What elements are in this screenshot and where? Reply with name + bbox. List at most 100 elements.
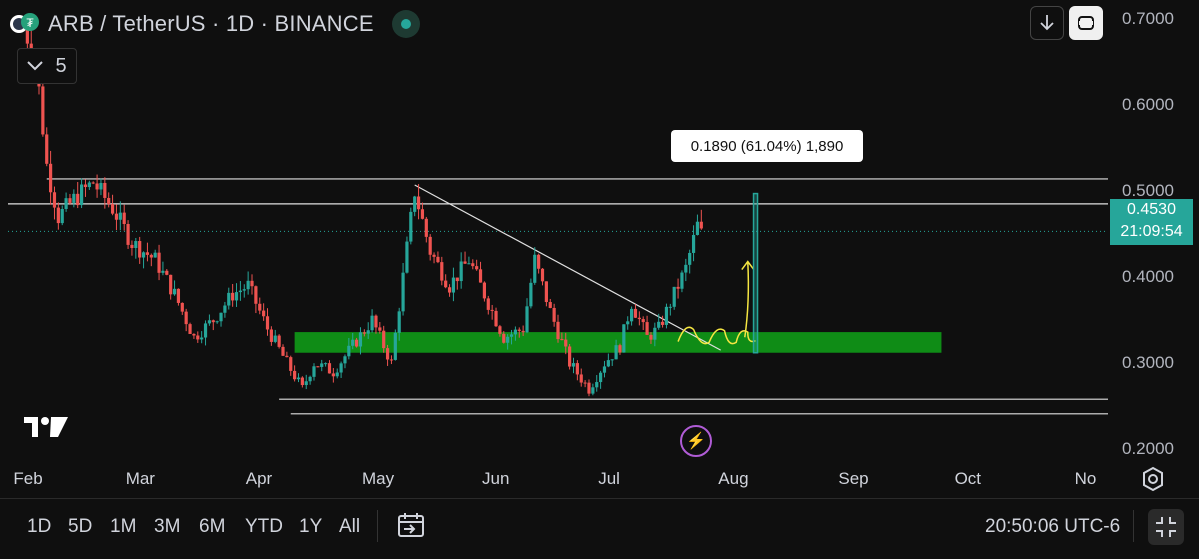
candle-body <box>192 333 196 336</box>
candle-body <box>583 382 587 384</box>
range-button[interactable]: 3M <box>154 516 181 537</box>
candle-body <box>447 287 452 293</box>
range-button[interactable]: 1Y <box>299 516 323 537</box>
range-button[interactable]: 1D <box>27 516 52 537</box>
candle-body <box>614 345 618 360</box>
candle-body <box>184 311 188 325</box>
candle-body <box>436 256 440 263</box>
timezone-clock[interactable]: 20:50:06 UTC-6 <box>985 516 1121 537</box>
candle-body <box>76 193 80 206</box>
candle-body <box>695 221 700 235</box>
candle-body <box>196 335 200 340</box>
candle-body <box>254 286 258 304</box>
candle-body <box>215 321 219 323</box>
projection-path <box>677 326 756 345</box>
candle-body <box>521 330 525 333</box>
candle-body <box>587 382 591 394</box>
candle-body <box>362 332 366 334</box>
candle-body <box>293 370 297 380</box>
candle-body <box>262 310 266 317</box>
candle-body <box>60 208 64 224</box>
candle-body <box>405 241 409 273</box>
candle-body <box>118 212 122 220</box>
candle-body <box>525 306 529 333</box>
candle-body <box>564 339 568 347</box>
candle-body <box>64 198 68 209</box>
arrow-head <box>741 260 755 270</box>
range-button[interactable]: All <box>339 516 361 537</box>
candle-body <box>126 223 130 245</box>
candle-body <box>657 321 661 328</box>
candle-body <box>188 324 192 334</box>
candle-body <box>176 288 181 303</box>
candle-body <box>540 268 545 282</box>
candle-body <box>413 196 417 212</box>
candle-body <box>676 286 680 289</box>
candle-body <box>595 382 599 388</box>
candle-body <box>289 357 293 371</box>
candle-body <box>343 356 347 364</box>
candle-body <box>556 321 560 340</box>
candle-body <box>494 310 498 327</box>
candle-body <box>537 254 541 269</box>
candle-body <box>653 327 657 340</box>
candle-body <box>258 303 262 311</box>
candle-body <box>637 317 641 320</box>
candle-body <box>211 320 215 323</box>
candle-body <box>56 207 60 224</box>
candle-body <box>41 86 45 135</box>
settings-gear-icon[interactable] <box>1140 466 1166 492</box>
refresh-icon <box>1078 16 1094 30</box>
candle-body <box>324 363 328 365</box>
chart-style-button[interactable] <box>1069 6 1103 40</box>
time-tick-label: Sep <box>838 469 869 488</box>
candle-body <box>370 315 374 331</box>
candle-body <box>533 254 537 283</box>
calendar-goto-icon[interactable] <box>396 511 426 544</box>
candle-body <box>506 336 510 343</box>
candle-body <box>451 277 456 293</box>
candle-body <box>165 270 169 275</box>
candle-body <box>482 282 487 299</box>
chart-drawings <box>8 178 1108 415</box>
trend-line <box>414 184 721 351</box>
price-tick-label: 0.3000 <box>1122 353 1174 373</box>
collapse-icon <box>1156 517 1176 537</box>
lightning-icon[interactable]: ⚡ <box>680 425 712 457</box>
candle-body <box>72 193 76 203</box>
candle-body <box>285 355 289 358</box>
chart-title[interactable]: ARB / TetherUS · 1D · BINANCE <box>48 11 374 36</box>
download-button[interactable] <box>1030 6 1064 40</box>
candle-body <box>79 184 84 206</box>
candle-body <box>691 234 696 253</box>
time-tick-label: No <box>1074 469 1097 488</box>
price-tick-label: 0.2000 <box>1122 439 1174 459</box>
candle-body <box>45 134 49 164</box>
candle-body <box>203 323 208 338</box>
candle-body <box>475 266 479 270</box>
candle-body <box>459 261 463 282</box>
range-button[interactable]: 6M <box>199 516 226 537</box>
range-button[interactable]: 5D <box>68 516 93 537</box>
candle-body <box>219 312 223 322</box>
candle-body <box>444 280 448 288</box>
candle-body <box>169 274 173 295</box>
fullscreen-button[interactable] <box>1148 509 1184 545</box>
candle-body <box>626 321 630 325</box>
candle-body <box>599 372 603 383</box>
candle-body <box>382 330 386 349</box>
indicator-collapse-button[interactable]: 5 <box>17 48 77 84</box>
tradingview-logo-icon[interactable] <box>24 415 68 444</box>
candle-body <box>548 302 552 308</box>
candle-body <box>316 366 320 368</box>
candle-body <box>560 339 564 341</box>
range-button[interactable]: YTD <box>245 516 283 537</box>
price-tick-label: 0.6000 <box>1122 94 1174 114</box>
candle-body <box>490 309 494 311</box>
candle-body <box>180 302 184 312</box>
candle-body <box>664 306 669 325</box>
range-button[interactable]: 1M <box>110 516 137 537</box>
price-chart[interactable] <box>0 0 1199 498</box>
candle-body <box>672 286 676 307</box>
svg-text:₮: ₮ <box>26 16 34 30</box>
